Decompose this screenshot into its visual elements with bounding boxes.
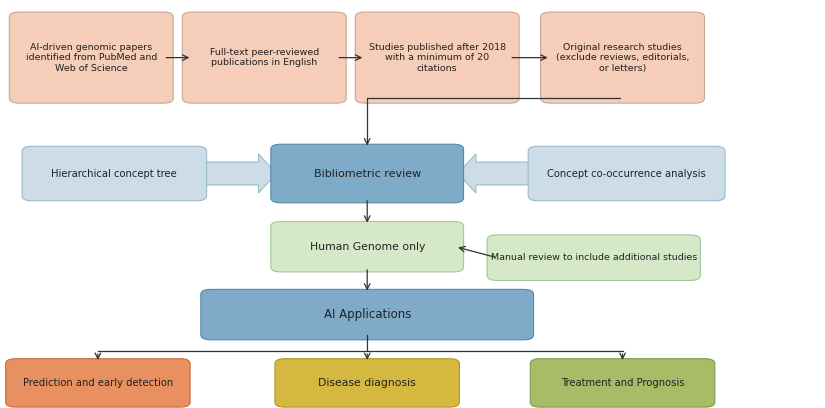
FancyBboxPatch shape bbox=[22, 146, 206, 201]
Text: AI Applications: AI Applications bbox=[323, 308, 411, 321]
FancyBboxPatch shape bbox=[487, 235, 700, 280]
Text: Studies published after 2018
with a minimum of 20
citations: Studies published after 2018 with a mini… bbox=[369, 43, 506, 73]
Text: Concept co-occurrence analysis: Concept co-occurrence analysis bbox=[547, 169, 706, 179]
Text: Treatment and Prognosis: Treatment and Prognosis bbox=[561, 378, 684, 388]
Text: AI-driven genomic papers
identified from PubMed and
Web of Science: AI-driven genomic papers identified from… bbox=[26, 43, 157, 73]
Text: Bibliometric review: Bibliometric review bbox=[314, 169, 421, 179]
FancyBboxPatch shape bbox=[356, 12, 519, 103]
Text: Hierarchical concept tree: Hierarchical concept tree bbox=[51, 169, 177, 179]
Text: Full-text peer-reviewed
publications in English: Full-text peer-reviewed publications in … bbox=[210, 48, 319, 67]
FancyBboxPatch shape bbox=[9, 12, 173, 103]
FancyBboxPatch shape bbox=[200, 289, 534, 340]
Text: Manual review to include additional studies: Manual review to include additional stud… bbox=[491, 253, 697, 262]
Polygon shape bbox=[458, 154, 534, 193]
Polygon shape bbox=[200, 154, 276, 193]
Text: Original research studies
(exclude reviews, editorials,
or letters): Original research studies (exclude revie… bbox=[556, 43, 689, 73]
FancyBboxPatch shape bbox=[528, 146, 725, 201]
FancyBboxPatch shape bbox=[271, 222, 464, 272]
FancyBboxPatch shape bbox=[275, 359, 460, 407]
FancyBboxPatch shape bbox=[182, 12, 346, 103]
FancyBboxPatch shape bbox=[540, 12, 705, 103]
FancyBboxPatch shape bbox=[6, 359, 190, 407]
Text: Human Genome only: Human Genome only bbox=[309, 242, 425, 252]
FancyBboxPatch shape bbox=[271, 144, 464, 203]
FancyBboxPatch shape bbox=[530, 359, 714, 407]
Text: Disease diagnosis: Disease diagnosis bbox=[318, 378, 416, 388]
Text: Prediction and early detection: Prediction and early detection bbox=[23, 378, 173, 388]
